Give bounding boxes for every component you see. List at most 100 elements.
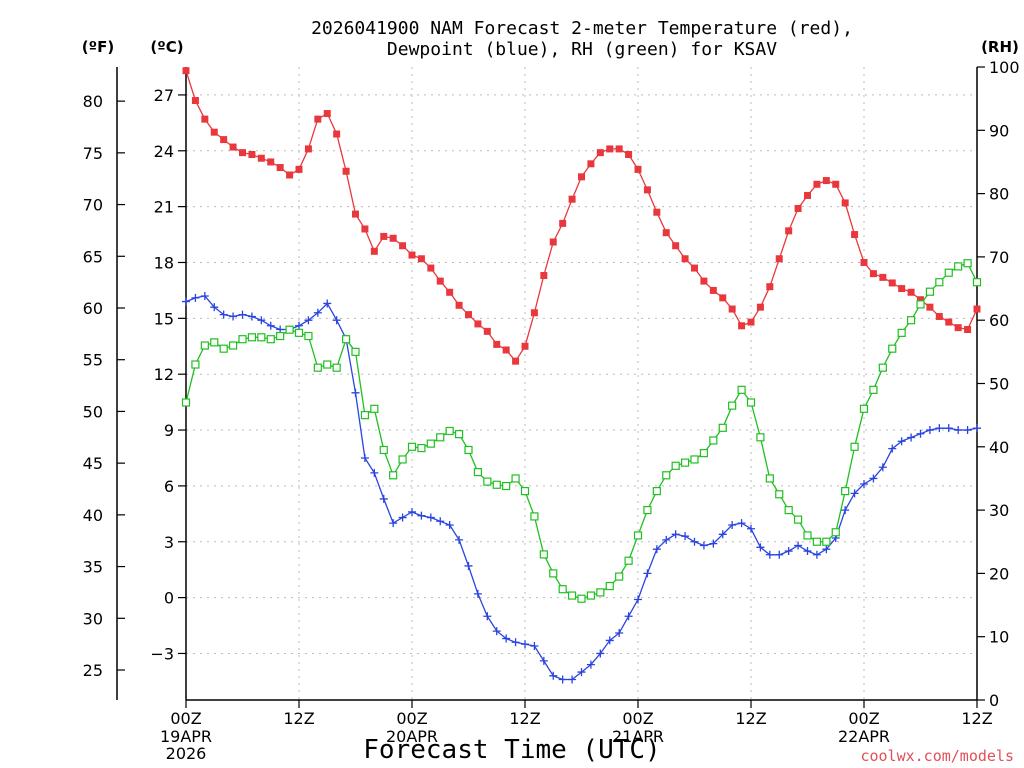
dewpoint-point bbox=[907, 433, 916, 442]
celsius-tick-label: 27 bbox=[154, 86, 174, 105]
dewpoint-point bbox=[568, 675, 577, 684]
temperature-point bbox=[530, 309, 538, 317]
temperature-point bbox=[964, 326, 972, 334]
rh-point bbox=[822, 537, 831, 546]
dewpoint-point bbox=[455, 535, 464, 544]
grid-lines bbox=[186, 67, 977, 700]
dewpoint-point bbox=[351, 388, 360, 397]
temperature-point bbox=[945, 318, 953, 326]
temperature-point bbox=[220, 136, 228, 144]
dewpoint-point bbox=[502, 634, 511, 643]
temperature-point bbox=[323, 110, 331, 118]
temperature-point bbox=[370, 247, 378, 255]
dewpoint-point bbox=[605, 636, 614, 645]
temperature-point bbox=[822, 177, 830, 185]
x-tick-date-label: 21APR bbox=[612, 727, 664, 746]
rh-point bbox=[615, 572, 624, 581]
dewpoint-point bbox=[417, 511, 426, 520]
temperature-point bbox=[898, 285, 906, 293]
rh-point bbox=[492, 480, 501, 489]
temperature-point bbox=[333, 130, 341, 138]
rh-point bbox=[558, 585, 567, 594]
celsius-tick-label: 6 bbox=[164, 477, 174, 496]
dewpoint-point bbox=[511, 638, 520, 647]
x-tick-label: 00Z bbox=[170, 709, 201, 728]
temperature-point bbox=[813, 180, 821, 188]
rh-point bbox=[888, 344, 897, 353]
rh-point bbox=[699, 449, 709, 458]
celsius-tick-label: 21 bbox=[154, 198, 174, 217]
temperature-point bbox=[709, 286, 717, 294]
rh-point bbox=[445, 426, 454, 436]
axes bbox=[116, 66, 985, 708]
fahrenheit-tick-label: 50 bbox=[83, 402, 103, 421]
rh-point bbox=[464, 445, 473, 455]
dewpoint-point bbox=[652, 545, 661, 554]
dewpoint-point bbox=[370, 468, 379, 477]
x-tick-label: 12Z bbox=[735, 709, 766, 728]
x-tick-label: 12Z bbox=[961, 709, 992, 728]
dewpoint-point bbox=[737, 519, 746, 528]
rh-point bbox=[878, 363, 887, 372]
dewpoint-point bbox=[671, 530, 680, 539]
rh-point bbox=[775, 490, 784, 499]
temperature-point bbox=[201, 115, 209, 123]
x-tick-label: 12Z bbox=[283, 709, 314, 728]
dewpoint-point bbox=[483, 612, 492, 621]
temperature-point bbox=[248, 151, 256, 159]
x-tick-year-label: 2026 bbox=[166, 744, 207, 763]
dewpoint-point bbox=[803, 547, 812, 556]
rh-point bbox=[643, 506, 652, 515]
rh-point bbox=[426, 439, 435, 448]
rh-point bbox=[323, 360, 332, 369]
rh-point bbox=[436, 433, 445, 442]
series-line bbox=[185, 70, 978, 363]
dewpoint-point bbox=[229, 312, 238, 321]
fahrenheit-tick-label: 70 bbox=[83, 196, 103, 215]
temperature-point bbox=[653, 208, 661, 216]
rh-tick-label: 100 bbox=[989, 58, 1020, 77]
rh-point bbox=[191, 360, 200, 369]
rh-point bbox=[285, 325, 294, 334]
celsius-tick-label: 9 bbox=[164, 421, 174, 440]
rh-point bbox=[351, 347, 360, 356]
fahrenheit-tick-label: 75 bbox=[83, 144, 103, 163]
chart-title-line2: Dewpoint (blue), RH (green) for KSAV bbox=[387, 39, 777, 60]
dewpoint-point bbox=[728, 520, 737, 529]
rh-point bbox=[304, 331, 313, 341]
temperature-point bbox=[267, 158, 275, 166]
dewpoint-point bbox=[850, 489, 859, 498]
dewpoint-point bbox=[916, 429, 925, 438]
rh-tick-label: 10 bbox=[989, 628, 1009, 647]
dewpoint-point bbox=[709, 539, 718, 548]
temperature-point bbox=[841, 199, 849, 207]
dewpoint-point bbox=[304, 316, 313, 325]
rh-point bbox=[511, 474, 520, 483]
dewpoint-point bbox=[634, 595, 642, 604]
dewpoint-point bbox=[699, 541, 708, 550]
dewpoint-point bbox=[794, 541, 803, 550]
dewpoint-point bbox=[643, 569, 652, 578]
temperature-point bbox=[662, 229, 670, 237]
temperature-point bbox=[559, 219, 567, 227]
dewpoint-point bbox=[784, 547, 793, 556]
rh-point bbox=[633, 531, 643, 540]
temperature-point bbox=[681, 255, 689, 263]
dewpoint-point bbox=[615, 628, 624, 637]
dewpoint-point bbox=[690, 537, 699, 546]
temperature-point bbox=[935, 312, 943, 320]
dewpoint-point bbox=[822, 545, 831, 554]
dewpoint-point bbox=[775, 550, 784, 559]
dewpoint-point bbox=[200, 291, 209, 300]
temperature-point bbox=[361, 225, 369, 233]
dewpoint-point bbox=[596, 649, 605, 658]
dewpoint-point bbox=[389, 519, 398, 528]
fahrenheit-tick-label: 65 bbox=[83, 247, 103, 266]
dewpoint-point bbox=[869, 474, 878, 483]
chart-title-line1: 2026041900 NAM Forecast 2-meter Temperat… bbox=[311, 18, 853, 39]
rh-point bbox=[897, 328, 906, 337]
temperature-point bbox=[832, 180, 840, 188]
temperature-point bbox=[926, 303, 934, 311]
rh-point bbox=[210, 338, 219, 347]
dewpoint-point bbox=[426, 513, 435, 522]
